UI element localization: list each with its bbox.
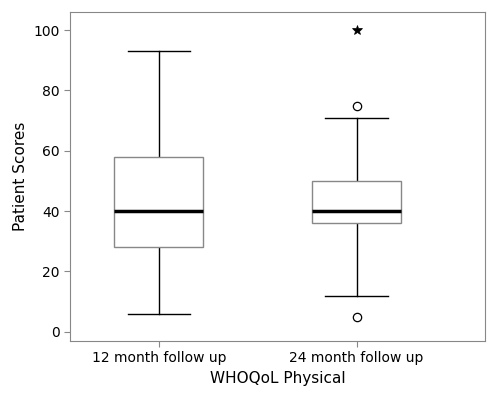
Y-axis label: Patient Scores: Patient Scores (12, 122, 28, 231)
X-axis label: WHOQoL Physical: WHOQoL Physical (210, 371, 346, 386)
Bar (114, 157, 204, 247)
Bar (312, 181, 401, 223)
